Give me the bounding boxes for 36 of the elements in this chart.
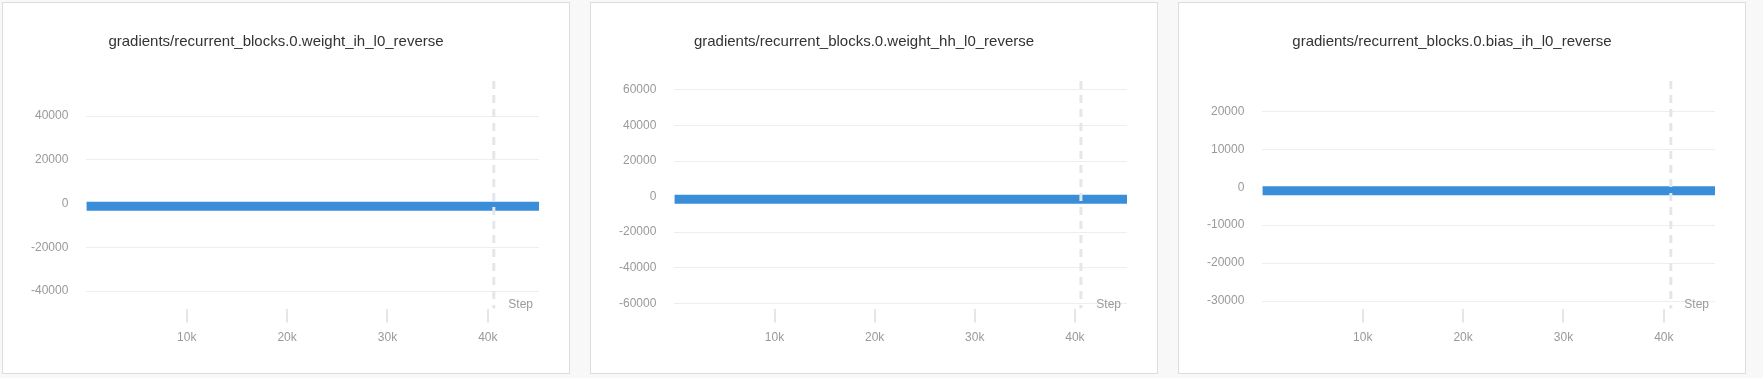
x-axis-title: Step [508,296,534,311]
y-tick-label: 20000 [622,153,657,168]
y-tick-label: 60000 [622,82,657,97]
chart-title: gradients/recurrent_blocks.0.weight_ih_l0_reverse [108,32,444,50]
x-axis-title: Step [1096,296,1122,311]
x-tick-label: 20k [1453,330,1474,345]
y-tick-label: -60000 [618,295,657,310]
y-tick-label: -30000 [1206,293,1245,308]
x-axis-title: Step [1684,296,1710,311]
y-tick-label: -20000 [618,224,657,239]
x-tick-label: 10k [764,330,786,345]
y-tick-label: -40000 [30,283,69,298]
y-tick-label: -40000 [618,260,657,275]
y-tick-label: -20000 [1206,255,1245,270]
x-tick-label: 40k [1654,330,1675,345]
x-tick-label: 10k [1353,330,1374,345]
chart-title: gradients/recurrent_blocks.0.bias_ih_l0_reverse [1292,32,1612,50]
y-tick-label: -10000 [1206,217,1245,232]
x-tick-label: 20k [277,330,298,345]
y-tick-label: 20000 [1210,103,1245,118]
y-tick-label: -20000 [30,239,69,254]
y-tick-label: 10000 [1210,141,1245,156]
y-tick-label: 0 [1237,179,1245,194]
x-tick-label: 40k [478,330,499,345]
y-tick-label: 40000 [622,117,657,132]
y-tick-label: 40000 [34,108,69,123]
x-tick-label: 40k [1065,330,1086,345]
y-tick-label: 0 [61,195,69,210]
x-tick-label: 20k [864,330,886,345]
x-tick-label: 10k [177,330,198,345]
y-tick-label: 0 [649,188,657,203]
x-tick-label: 30k [965,330,986,345]
x-tick-label: 30k [1553,330,1575,345]
chart-title: gradients/recurrent_blocks.0.weight_hh_l0_reverse [693,32,1035,50]
y-tick-label: 20000 [34,152,69,167]
x-tick-label: 30k [377,330,399,345]
